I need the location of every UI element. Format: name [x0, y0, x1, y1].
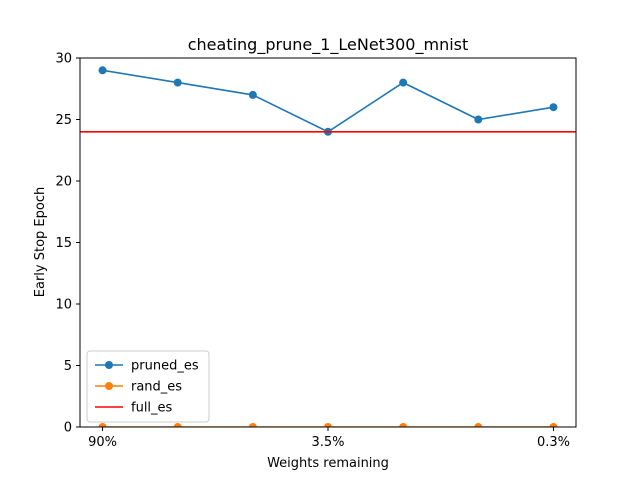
- data-point-rand-es-5: [474, 423, 483, 427]
- x-tick-label-6: 0.3%: [537, 435, 570, 450]
- data-point-rand-es-3: [324, 423, 332, 427]
- data-point-rand-es-4: [399, 423, 408, 427]
- data-point-pruned-es-1: [173, 78, 182, 87]
- legend-marker-rand-es: [105, 382, 113, 390]
- y-tick-label-0: 0: [64, 421, 72, 436]
- y-tick-label-30: 30: [55, 52, 72, 67]
- x-axis-label: Weights remaining: [267, 456, 389, 471]
- y-tick-label-10: 10: [55, 298, 72, 313]
- plot-area: [80, 66, 576, 427]
- plot-clipped-group: [80, 66, 576, 427]
- legend-marker-pruned-es: [105, 361, 113, 369]
- data-point-rand-es-6: [549, 423, 558, 427]
- y-tick-label-15: 15: [55, 236, 72, 251]
- data-point-pruned-es-2: [248, 90, 257, 99]
- data-point-rand-es-2: [248, 423, 257, 427]
- data-point-pruned-es-0: [98, 66, 107, 75]
- data-point-pruned-es-5: [474, 115, 483, 124]
- legend-label-full-es: full_es: [131, 401, 173, 416]
- legend-label-pruned-es: pruned_es: [131, 359, 199, 374]
- data-point-rand-es-1: [173, 423, 182, 427]
- legend-box: [86, 350, 210, 423]
- x-tick-label-0: 90%: [88, 435, 117, 450]
- legend-label-rand-es: rand_es: [131, 380, 182, 395]
- axes: 0 5 10 15 20 25 30 90% 3.5% 0.3%: [55, 52, 577, 450]
- y-tick-label-25: 25: [55, 113, 72, 128]
- data-point-pruned-es-6: [549, 103, 558, 112]
- data-point-pruned-es-4: [399, 78, 408, 87]
- data-point-rand-es-0: [98, 423, 107, 427]
- y-tick-label-20: 20: [55, 175, 72, 190]
- y-tick-label-5: 5: [64, 359, 72, 374]
- legend: pruned_es rand_es full_es: [86, 350, 210, 423]
- x-tick-label-3: 3.5%: [311, 435, 344, 450]
- chart-title: cheating_prune_1_LeNet300_mnist: [188, 35, 469, 55]
- y-axis-label: Early Stop Epoch: [33, 187, 48, 297]
